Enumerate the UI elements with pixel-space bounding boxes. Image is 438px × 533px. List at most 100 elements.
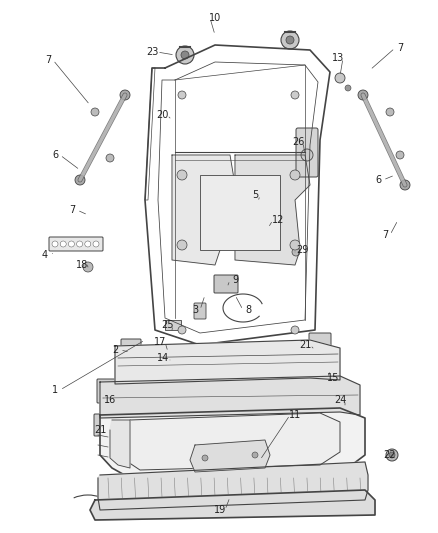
- Circle shape: [178, 326, 186, 334]
- Circle shape: [281, 31, 299, 49]
- Text: 18: 18: [76, 260, 88, 270]
- Text: 29: 29: [296, 245, 308, 255]
- Circle shape: [152, 394, 158, 400]
- Text: 6: 6: [375, 175, 381, 185]
- Circle shape: [278, 392, 283, 397]
- FancyBboxPatch shape: [200, 175, 280, 250]
- Text: 21: 21: [94, 425, 106, 435]
- Circle shape: [106, 154, 114, 162]
- Circle shape: [91, 108, 99, 116]
- Polygon shape: [90, 490, 375, 520]
- Circle shape: [60, 241, 66, 247]
- Circle shape: [358, 90, 368, 100]
- Circle shape: [251, 195, 261, 205]
- Text: 5: 5: [252, 190, 258, 200]
- FancyBboxPatch shape: [194, 303, 206, 319]
- Text: 11: 11: [289, 410, 301, 420]
- Polygon shape: [235, 155, 310, 265]
- Circle shape: [286, 36, 294, 44]
- Circle shape: [178, 91, 186, 99]
- Circle shape: [292, 248, 300, 256]
- Circle shape: [52, 241, 58, 247]
- Text: 19: 19: [214, 505, 226, 515]
- Text: 7: 7: [69, 205, 75, 215]
- Circle shape: [335, 73, 345, 83]
- FancyBboxPatch shape: [214, 275, 238, 293]
- Text: 16: 16: [104, 395, 116, 405]
- Text: 6: 6: [52, 150, 58, 160]
- Circle shape: [176, 46, 194, 64]
- Text: 22: 22: [384, 450, 396, 460]
- Text: 13: 13: [332, 53, 344, 63]
- Text: 24: 24: [334, 395, 346, 405]
- FancyBboxPatch shape: [121, 339, 141, 356]
- Circle shape: [75, 175, 85, 185]
- Circle shape: [386, 449, 398, 461]
- Circle shape: [177, 240, 187, 250]
- Text: 8: 8: [245, 305, 251, 315]
- FancyBboxPatch shape: [94, 414, 118, 436]
- FancyBboxPatch shape: [97, 379, 121, 403]
- Circle shape: [301, 149, 313, 161]
- Circle shape: [68, 241, 74, 247]
- Circle shape: [400, 180, 410, 190]
- FancyBboxPatch shape: [245, 212, 275, 240]
- Text: 2: 2: [112, 345, 118, 355]
- Text: 10: 10: [209, 13, 221, 23]
- Circle shape: [120, 90, 130, 100]
- FancyBboxPatch shape: [49, 237, 103, 251]
- Text: 4: 4: [42, 250, 48, 260]
- Circle shape: [77, 241, 83, 247]
- Circle shape: [291, 326, 299, 334]
- Text: 26: 26: [292, 137, 304, 147]
- Text: 15: 15: [327, 373, 339, 383]
- Text: 7: 7: [397, 43, 403, 53]
- Circle shape: [85, 241, 91, 247]
- FancyBboxPatch shape: [296, 128, 318, 177]
- Text: 12: 12: [272, 215, 284, 225]
- Text: 17: 17: [154, 337, 166, 347]
- Circle shape: [345, 85, 351, 91]
- Circle shape: [386, 108, 394, 116]
- FancyBboxPatch shape: [165, 320, 181, 330]
- Text: 3: 3: [192, 305, 198, 315]
- Text: 20: 20: [156, 110, 168, 120]
- FancyBboxPatch shape: [158, 345, 180, 355]
- Text: 25: 25: [162, 320, 174, 330]
- Circle shape: [267, 220, 277, 230]
- Circle shape: [127, 395, 133, 400]
- Circle shape: [290, 170, 300, 180]
- Circle shape: [303, 391, 307, 395]
- Circle shape: [218, 359, 222, 363]
- Circle shape: [238, 357, 242, 361]
- Circle shape: [290, 240, 300, 250]
- Text: 9: 9: [232, 275, 238, 285]
- Polygon shape: [98, 462, 368, 510]
- Polygon shape: [125, 413, 340, 470]
- Circle shape: [252, 452, 258, 458]
- FancyBboxPatch shape: [309, 333, 331, 353]
- Circle shape: [181, 51, 189, 59]
- Circle shape: [93, 241, 99, 247]
- Circle shape: [198, 361, 202, 365]
- Text: 21: 21: [299, 340, 311, 350]
- Circle shape: [389, 452, 395, 458]
- Text: 1: 1: [52, 385, 58, 395]
- Polygon shape: [115, 340, 340, 384]
- Polygon shape: [190, 440, 270, 472]
- Circle shape: [83, 262, 93, 272]
- Polygon shape: [100, 408, 365, 485]
- Circle shape: [177, 170, 187, 180]
- Circle shape: [258, 355, 262, 359]
- Text: 23: 23: [146, 47, 158, 57]
- FancyBboxPatch shape: [205, 212, 235, 240]
- Circle shape: [396, 151, 404, 159]
- Polygon shape: [110, 420, 130, 468]
- Text: 14: 14: [157, 353, 169, 363]
- Text: 7: 7: [45, 55, 51, 65]
- Polygon shape: [172, 155, 235, 265]
- Circle shape: [291, 91, 299, 99]
- Polygon shape: [100, 376, 360, 418]
- Circle shape: [202, 455, 208, 461]
- Text: 7: 7: [382, 230, 388, 240]
